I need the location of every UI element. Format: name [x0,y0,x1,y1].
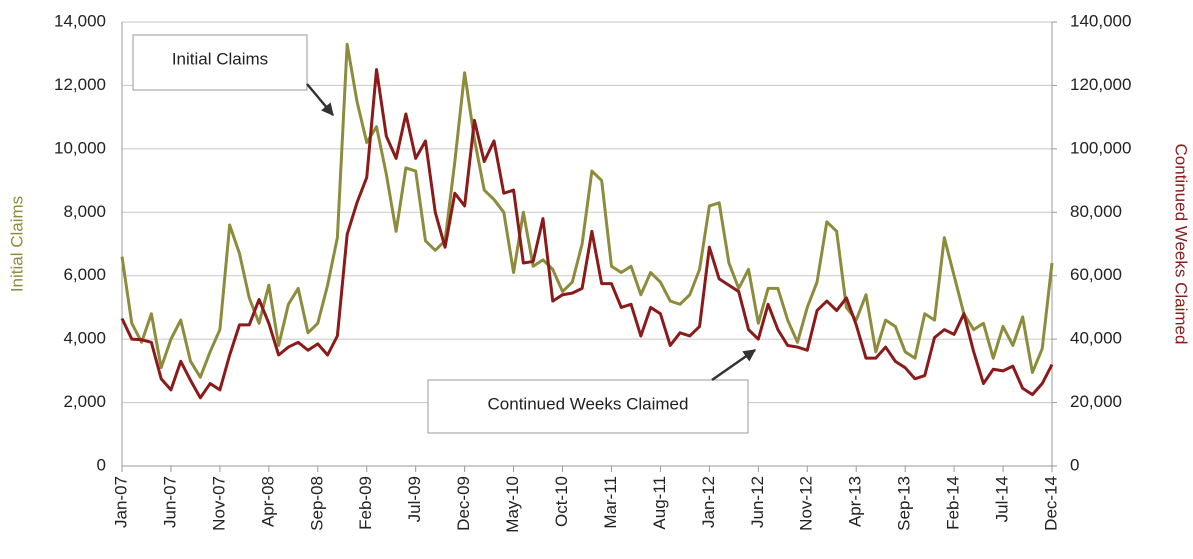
annotation-box [427,379,749,434]
y-tick-label: 2,000 [63,392,106,411]
y2-tick-label: 20,000 [1070,392,1122,411]
x-tick-label: Apr-13 [846,476,865,527]
x-tick-label: Aug-11 [650,476,669,530]
x-tick-label: Jan-07 [111,476,130,528]
x-tick-label: Jun-12 [748,476,767,528]
y-axis-title: Initial Claims [7,196,26,292]
y2-tick-label: 100,000 [1070,138,1131,157]
y2-axis-title: Continued Weeks Claimed [1172,144,1191,345]
y-tick-label: 6,000 [63,265,106,284]
y-tick-label: 14,000 [54,11,106,30]
annotation-arrow [306,83,334,116]
x-tick-label: Feb-09 [356,476,375,530]
y-tick-label: 4,000 [63,329,106,348]
annotation-arrow [711,348,757,382]
y2-tick-label: 40,000 [1070,329,1122,348]
series-line [120,68,1054,400]
annotation-box [132,34,308,91]
x-tick-label: Jun-07 [160,476,179,528]
x-tick-label: Nov-12 [797,476,816,531]
x-tick-label: Sep-08 [307,476,326,531]
x-tick-label: Mar-11 [601,476,620,529]
x-tick-label: May-10 [503,476,522,533]
y2-tick-label: 140,000 [1070,11,1131,30]
annotation: Initial Claims [172,49,268,68]
x-tick-label: Apr-08 [258,476,277,527]
x-tick-label: Nov-07 [209,476,228,531]
x-tick-label: Oct-10 [552,476,571,527]
x-tick-label: Jul-09 [405,476,424,522]
x-tick-label: Dec-09 [454,476,473,531]
x-tick-label: Dec-14 [1041,476,1060,531]
x-tick-label: Sep-13 [895,476,914,531]
y-tick-label: 12,000 [54,75,106,94]
lines [120,42,1054,400]
y-tick-label: 10,000 [54,138,106,157]
y2-tick-label: 60,000 [1070,265,1122,284]
annotation: Continued Weeks Claimed [488,394,689,413]
x-tick-label: Feb-14 [944,476,963,530]
y-tick-label: 0 [97,455,106,474]
x-tick-label: Jan-12 [699,476,718,528]
series-line [120,42,1054,379]
y2-tick-label: 120,000 [1070,75,1131,94]
x-tick-label: Jul-14 [993,476,1012,522]
y-tick-label: 8,000 [63,202,106,221]
y2-tick-label: 80,000 [1070,202,1122,221]
y2-tick-label: 0 [1070,455,1079,474]
